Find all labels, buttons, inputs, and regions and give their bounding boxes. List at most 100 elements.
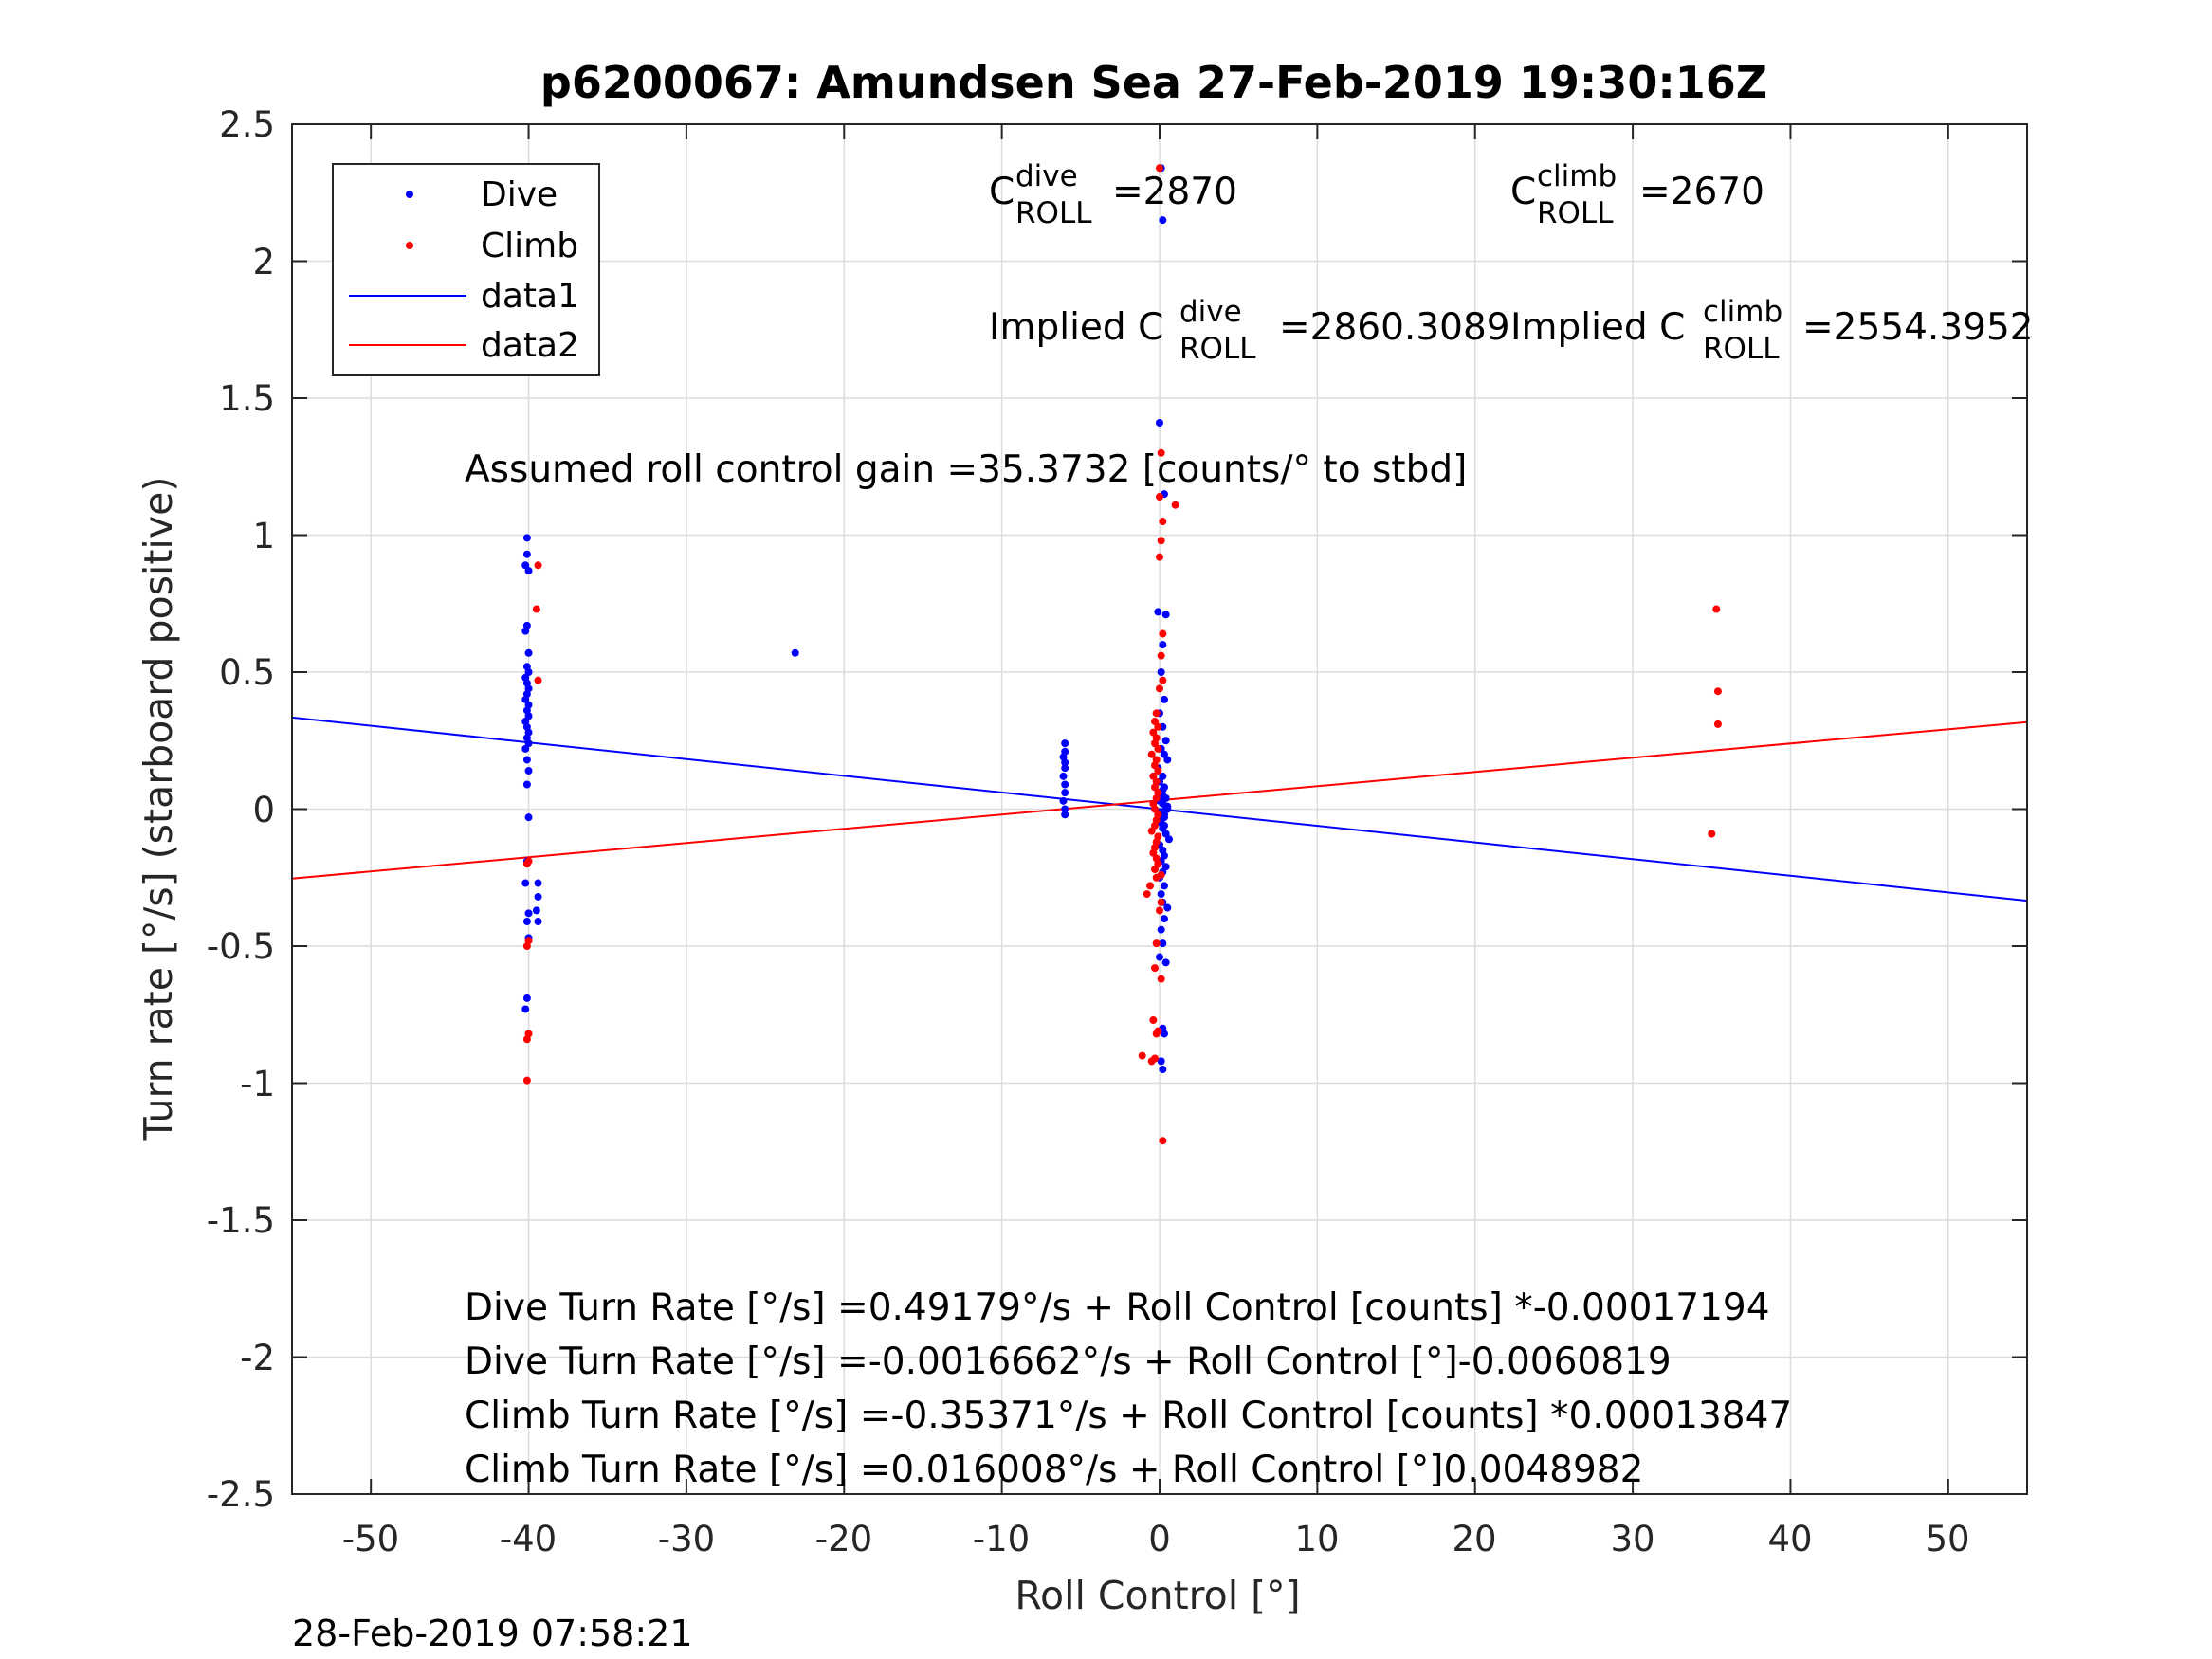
implied-climb-sup: climb [1703,295,1782,329]
fit-equation: Climb Turn Rate [°/s] =0.016008°/s + Rol… [465,1449,1643,1491]
dive-point [1159,939,1167,948]
climb-point [1156,553,1163,561]
c-dive-value: =2870 [1112,171,1237,213]
dive-point [524,668,533,676]
x-tick-label: -10 [973,1519,1030,1559]
climb-point [1149,728,1158,737]
y-tick-label: 2 [252,242,275,283]
climb-point [1138,1051,1146,1060]
dive-point [791,648,799,657]
fit-equation: Dive Turn Rate [°/s] =-0.0016662°/s + Ro… [465,1340,1672,1383]
dive-point [522,534,531,542]
x-tick-label: 50 [1925,1519,1969,1559]
climb-point [1154,860,1162,868]
dive-point [522,756,531,764]
y-tick-label: -1.5 [207,1200,275,1241]
x-tick-label: 20 [1452,1519,1496,1559]
dive-point [521,744,530,753]
climb-point [1159,676,1167,684]
climb-point [1151,761,1160,770]
legend-dive-marker [406,191,413,198]
climb-point [1151,783,1160,792]
dive-point [521,561,530,570]
dive-point [1160,695,1168,703]
climb-point [1147,827,1156,835]
fit-equation: Climb Turn Rate [°/s] =-0.35371°/s + Rol… [465,1395,1792,1437]
dive-point [1159,216,1167,225]
climb-point [1156,684,1163,693]
roll-gain-annotation: Assumed roll control gain =35.3732 [coun… [465,448,1467,491]
chart-title: p6200067: Amundsen Sea 27-Feb-2019 19:30… [540,57,1767,108]
dive-point [1161,958,1170,967]
dive-point [1059,796,1068,805]
x-axis-label: Roll Control [°] [1015,1573,1300,1618]
climb-point [1713,720,1722,728]
climb-point [1157,975,1165,983]
x-tick-label: -20 [815,1519,872,1559]
dive-point [1156,953,1163,961]
climb-point [1143,890,1151,899]
dive-point [1157,668,1165,676]
dive-point [1061,758,1069,767]
climb-point [1151,718,1160,726]
climb-point [1157,651,1165,660]
climb-point [522,860,531,868]
dive-point [1059,772,1068,780]
dive-point [1154,608,1162,616]
fit-equations: Dive Turn Rate [°/s] =0.49179°/s + Roll … [465,1286,1792,1491]
climb-point [1151,805,1160,813]
dive-point [1164,835,1173,844]
dive-point [524,567,533,575]
implied-dive-value: =2860.3089 [1279,306,1510,349]
climb-point [534,561,542,570]
implied-dive-annotation: Implied C dive ROLL =2860.3089 [989,295,1510,366]
x-tick-label: 10 [1294,1519,1339,1559]
climb-point [1154,722,1162,731]
climb-point [1151,739,1160,748]
climb-point [1152,793,1161,802]
x-tick-label: -40 [500,1519,557,1559]
dive-point [1160,1030,1168,1038]
c-climb-sub: ROLL [1537,196,1614,230]
x-tick-label: 30 [1610,1519,1654,1559]
legend: Dive Climb data1 data2 [332,163,600,376]
implied-dive-sub: ROLL [1179,332,1256,366]
climb-point [1156,906,1163,915]
climb-point [1151,964,1160,973]
climb-point [1149,848,1158,857]
x-tick-label: -50 [342,1519,399,1559]
legend-data2-label: data2 [481,326,579,365]
y-tick-label: 0 [252,790,275,830]
climb-point [1171,501,1179,509]
climb-point [522,942,531,950]
climb-point [1159,629,1167,638]
implied-dive-sup: dive [1179,295,1242,329]
dive-point [1159,772,1167,780]
dive-point [1157,1057,1165,1066]
tick-marks [292,123,2027,1495]
dive-point [1163,903,1172,912]
dive-point [1161,830,1170,838]
climb-point [1157,898,1165,906]
dive-point [1160,851,1168,860]
dive-point [534,892,542,901]
dive-point [1061,805,1069,813]
dive-point [534,917,542,925]
c-dive-sub: ROLL [1015,196,1092,230]
climb-point [1708,830,1716,838]
dive-point [521,879,530,887]
dive-point [1157,890,1165,899]
climb-point [532,605,540,613]
climb-point [1152,939,1161,948]
climb-point [1147,1057,1156,1066]
dive-point [524,767,533,775]
c-climb-base: C [1510,171,1536,213]
dive-point [1061,739,1069,748]
y-tick-label: -2 [240,1338,275,1378]
climb-point [1712,605,1721,613]
dive-point [1061,780,1069,789]
implied-climb-value: =2554.3952 [1802,306,2034,349]
c-climb-value: =2670 [1639,171,1764,213]
y-tick-label: -0.5 [207,926,275,967]
dive-point [1061,764,1069,773]
